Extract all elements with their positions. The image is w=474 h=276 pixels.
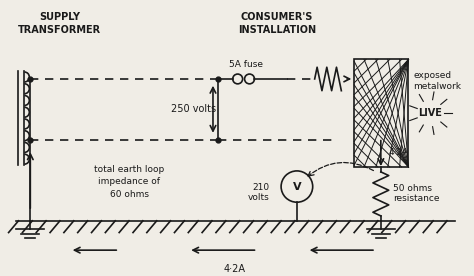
- Text: V: V: [292, 182, 301, 192]
- Text: SUPPLY
TRANSFORMER: SUPPLY TRANSFORMER: [18, 12, 101, 35]
- Text: 210
volts: 210 volts: [247, 183, 269, 202]
- Text: 50 ohms
resistance: 50 ohms resistance: [392, 184, 439, 203]
- Text: 5A fuse: 5A fuse: [228, 60, 263, 69]
- Text: LIVE: LIVE: [418, 108, 442, 118]
- Text: 250 volts: 250 volts: [171, 104, 216, 114]
- Text: 4·2A: 4·2A: [389, 148, 409, 157]
- Text: total earth loop
impedance of
60 ohms: total earth loop impedance of 60 ohms: [94, 165, 164, 199]
- Text: 4·2A: 4·2A: [224, 264, 246, 274]
- Text: exposed
metalwork: exposed metalwork: [413, 71, 461, 91]
- Text: CONSUMER'S
INSTALLATION: CONSUMER'S INSTALLATION: [238, 12, 316, 35]
- Bar: [354, 59, 409, 167]
